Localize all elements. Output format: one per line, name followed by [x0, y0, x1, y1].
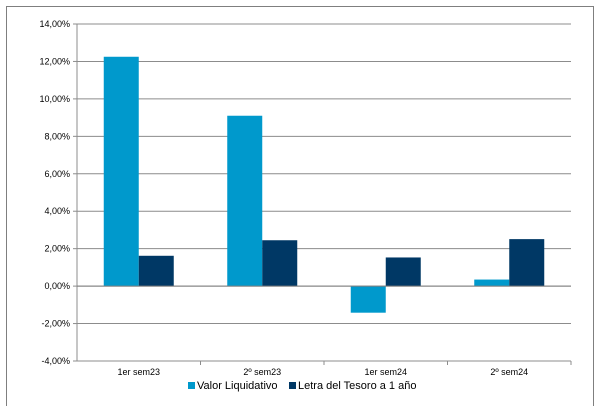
bar-valor-liquidativo: [474, 279, 510, 287]
bar-letra-tesoro: [385, 257, 421, 287]
y-tick-label: 2,00%: [44, 244, 70, 254]
x-tick-label: 1er sem24: [364, 367, 407, 377]
y-tick-label: -4,00%: [41, 356, 70, 366]
bar-valor-liquidativo: [350, 286, 386, 313]
bar-letra-tesoro: [509, 239, 545, 287]
legend-swatch: [188, 382, 195, 389]
legend-label: Valor Liquidativo: [197, 380, 278, 392]
legend-swatch: [289, 382, 296, 389]
y-tick-label: -2,00%: [41, 319, 70, 329]
y-tick-label: 12,00%: [39, 56, 70, 66]
bar-letra-tesoro: [138, 255, 174, 287]
legend-label: Letra del Tesoro a 1 año: [298, 380, 416, 392]
x-tick-label: 2º sem23: [243, 367, 281, 377]
y-tick-label: 0,00%: [44, 281, 70, 291]
y-tick-label: 14,00%: [39, 19, 70, 29]
y-tick-label: 8,00%: [44, 131, 70, 141]
bar-valor-liquidativo: [103, 56, 139, 287]
x-tick-label: 1er sem23: [117, 367, 160, 377]
bar-letra-tesoro: [262, 240, 298, 287]
y-tick-label: 4,00%: [44, 206, 70, 216]
bar-valor-liquidativo: [227, 115, 263, 287]
y-tick-label: 10,00%: [39, 94, 70, 104]
y-tick-label: 6,00%: [44, 169, 70, 179]
x-tick-label: 2º sem24: [490, 367, 528, 377]
